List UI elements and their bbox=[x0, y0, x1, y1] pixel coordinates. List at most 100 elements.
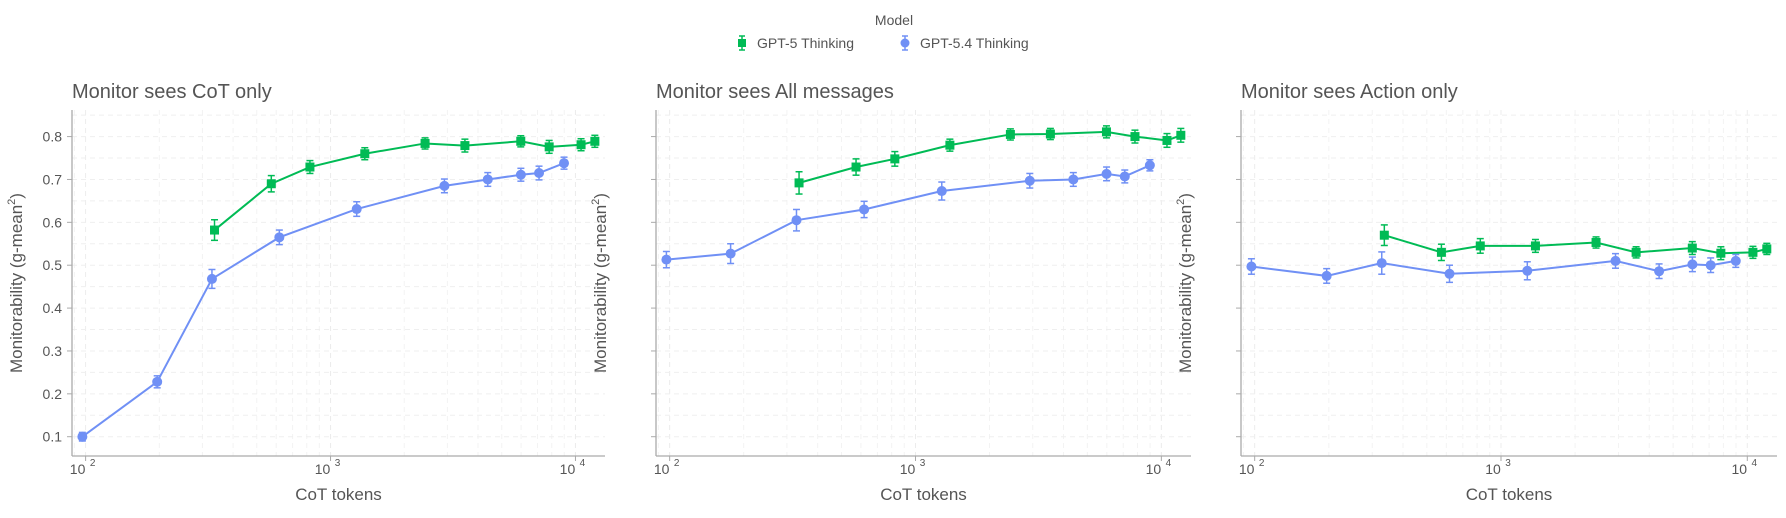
x-axis-label: CoT tokens bbox=[295, 485, 382, 504]
x-tick-label: 10 bbox=[1239, 461, 1255, 477]
data-point bbox=[890, 154, 900, 164]
data-point bbox=[791, 215, 802, 226]
x-tick-label-exponent: 3 bbox=[1505, 458, 1511, 469]
x-tick-label: 10 bbox=[900, 461, 916, 477]
x-tick-label-exponent: 2 bbox=[90, 458, 96, 469]
series-line bbox=[666, 164, 1151, 261]
series-gpt-5-thinking bbox=[1379, 224, 1772, 262]
data-point bbox=[266, 179, 276, 189]
data-point bbox=[516, 136, 526, 146]
panel-3: Monitor sees Action only 10 2 10 3 10 4 CoT tok… bbox=[1175, 81, 1777, 504]
legend-entry: GPT-5.4 Thinking bbox=[900, 35, 1029, 51]
series-line bbox=[798, 130, 1182, 184]
data-point bbox=[439, 180, 450, 191]
y-tick-label: 0.3 bbox=[43, 343, 63, 359]
data-point bbox=[1687, 259, 1698, 270]
series-gpt-5-thinking bbox=[794, 125, 1186, 195]
x-tick-label-exponent: 4 bbox=[1752, 458, 1758, 469]
y-axis-label-end: ) bbox=[1176, 193, 1195, 199]
data-point bbox=[725, 248, 736, 259]
x-tick-label: 10 bbox=[315, 461, 331, 477]
x-tick-label: 10 bbox=[1732, 461, 1748, 477]
x-tick-label: 10 bbox=[560, 461, 576, 477]
data-point bbox=[544, 142, 554, 152]
data-point bbox=[1376, 258, 1387, 269]
data-point bbox=[1716, 248, 1726, 258]
data-point bbox=[1379, 230, 1389, 240]
data-point bbox=[1530, 241, 1540, 251]
data-point bbox=[590, 136, 600, 146]
data-point bbox=[210, 225, 220, 235]
y-axis-label-end: ) bbox=[591, 193, 610, 199]
legend-marker-square-icon bbox=[738, 39, 746, 47]
y-tick-label: 0.6 bbox=[43, 214, 63, 230]
series-gpt-5-4-thinking bbox=[77, 156, 570, 442]
data-point bbox=[1130, 132, 1140, 142]
data-point bbox=[1246, 261, 1257, 272]
data-point bbox=[1144, 160, 1155, 171]
y-tick-label: 0.7 bbox=[43, 171, 63, 187]
data-point bbox=[1436, 247, 1446, 257]
panel-title: Monitor sees CoT only bbox=[72, 81, 272, 103]
legend-label: GPT-5.4 Thinking bbox=[920, 35, 1029, 51]
x-axis-label: CoT tokens bbox=[1466, 485, 1553, 504]
data-point bbox=[1068, 174, 1079, 185]
y-axis-label-text: Monitorability (g-mean bbox=[591, 205, 610, 373]
data-point bbox=[661, 254, 672, 265]
data-point bbox=[360, 149, 370, 159]
data-point bbox=[515, 169, 526, 180]
series-line bbox=[213, 140, 596, 231]
data-point bbox=[576, 140, 586, 150]
legend-marker-circle-icon bbox=[900, 38, 910, 48]
y-axis-label-end: ) bbox=[7, 193, 26, 199]
y-axis-label: Monitorability (g-mean2) bbox=[1175, 193, 1195, 373]
data-point bbox=[1176, 130, 1186, 140]
y-axis-label-sup: 2 bbox=[590, 199, 602, 205]
y-tick-label: 0.2 bbox=[43, 386, 63, 402]
data-point bbox=[1591, 237, 1601, 247]
x-tick-label-exponent: 3 bbox=[335, 458, 341, 469]
y-axis-label: Monitorability (g-mean2) bbox=[6, 193, 26, 373]
data-point bbox=[1101, 168, 1112, 179]
data-point bbox=[1045, 129, 1055, 139]
series-gpt-5-thinking bbox=[210, 134, 600, 242]
data-point bbox=[534, 168, 545, 179]
data-point bbox=[351, 204, 362, 215]
y-axis-label-text: Monitorability (g-mean bbox=[1176, 205, 1195, 373]
y-axis-label: Monitorability (g-mean2) bbox=[590, 193, 610, 373]
series-line bbox=[1251, 259, 1736, 277]
data-point bbox=[274, 232, 285, 243]
y-tick-label: 0.5 bbox=[43, 257, 63, 273]
data-point bbox=[1475, 241, 1485, 251]
y-tick-label: 0.4 bbox=[43, 300, 63, 316]
panel-1: Monitor sees CoT only 0.1 0.2 0.3 0.4 0.5 0.6 0… bbox=[6, 81, 605, 504]
data-point bbox=[1631, 247, 1641, 257]
legend-title: Model bbox=[875, 12, 913, 28]
data-point bbox=[206, 273, 217, 284]
panel-title: Monitor sees All messages bbox=[656, 81, 894, 103]
y-axis-label-sup: 2 bbox=[6, 199, 18, 205]
x-tick-label-exponent: 2 bbox=[1259, 458, 1265, 469]
data-point bbox=[936, 186, 947, 197]
x-tick-label-exponent: 4 bbox=[1166, 458, 1172, 469]
data-point bbox=[1610, 255, 1621, 266]
x-tick-label: 10 bbox=[70, 461, 86, 477]
x-tick-label: 10 bbox=[1146, 461, 1162, 477]
data-point bbox=[460, 141, 470, 151]
x-tick-label-exponent: 3 bbox=[920, 458, 926, 469]
x-tick-label-exponent: 4 bbox=[580, 458, 586, 469]
series-gpt-5-4-thinking bbox=[1246, 251, 1741, 284]
data-point bbox=[1654, 266, 1665, 277]
series-gpt-5-4-thinking bbox=[661, 158, 1155, 269]
data-point bbox=[851, 162, 861, 172]
data-point bbox=[152, 376, 163, 387]
data-point bbox=[1444, 268, 1455, 279]
x-tick-label: 10 bbox=[1485, 461, 1501, 477]
data-point bbox=[1687, 243, 1697, 253]
y-tick-label: 0.1 bbox=[43, 429, 63, 445]
data-point bbox=[305, 162, 315, 172]
data-point bbox=[1522, 265, 1533, 276]
series-line bbox=[81, 162, 565, 438]
legend-entry: GPT-5 Thinking bbox=[738, 35, 854, 51]
